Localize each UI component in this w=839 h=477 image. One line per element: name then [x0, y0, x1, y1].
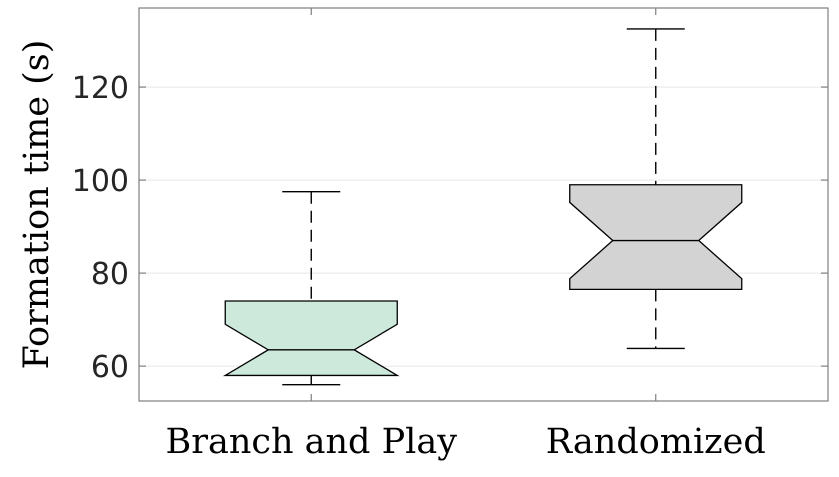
- box-1: [222, 191, 400, 386]
- y-tick-label: 100: [72, 164, 129, 199]
- y-tick-label: 80: [91, 257, 129, 292]
- y-axis-title: Formation time (s): [17, 40, 57, 370]
- box-series: [222, 28, 743, 386]
- x-category-label: Randomized: [546, 422, 766, 462]
- box-2: [569, 28, 743, 350]
- notched-box: [222, 300, 400, 377]
- notched-box: [569, 184, 743, 291]
- plot-frame: [138, 7, 829, 402]
- y-tick-label: 120: [72, 71, 129, 106]
- y-tick-label: 60: [91, 350, 129, 385]
- x-category-label: Branch and Play: [166, 422, 458, 462]
- axes: 60 80 100 120 Branch and Play Randomized: [72, 8, 828, 462]
